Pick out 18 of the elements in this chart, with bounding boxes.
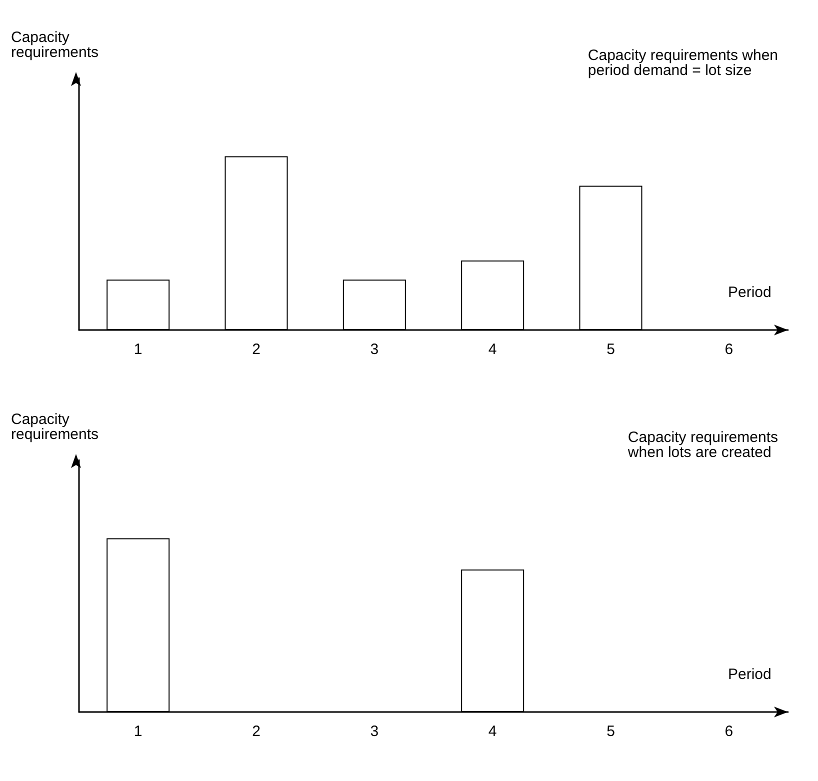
x-tick-label: 6 (724, 341, 734, 358)
y-axis-title: Capacity requirements (11, 29, 99, 61)
x-tick-label: 2 (252, 341, 260, 358)
x-tick-label: 5 (606, 341, 615, 358)
y-axis-title: Capacity requirements (11, 411, 99, 443)
x-tick-label: 6 (724, 723, 734, 740)
x-tick-label: 1 (134, 723, 142, 740)
x-tick-label: 5 (606, 723, 615, 740)
x-axis-title: Period (728, 284, 772, 301)
x-tick-label: 3 (370, 341, 379, 358)
text: Capacity requirements when lots are created (626, 429, 778, 461)
text: Capacity requirements when period demand = lot size (588, 47, 778, 79)
x-tick-label: 1 (134, 341, 142, 358)
x-tick-label: 3 (370, 723, 379, 740)
x-axis-title: Period (728, 666, 772, 683)
x-tick-label: 2 (252, 723, 260, 740)
x-tick-label: 4 (488, 341, 497, 358)
x-tick-label: 4 (488, 723, 497, 740)
